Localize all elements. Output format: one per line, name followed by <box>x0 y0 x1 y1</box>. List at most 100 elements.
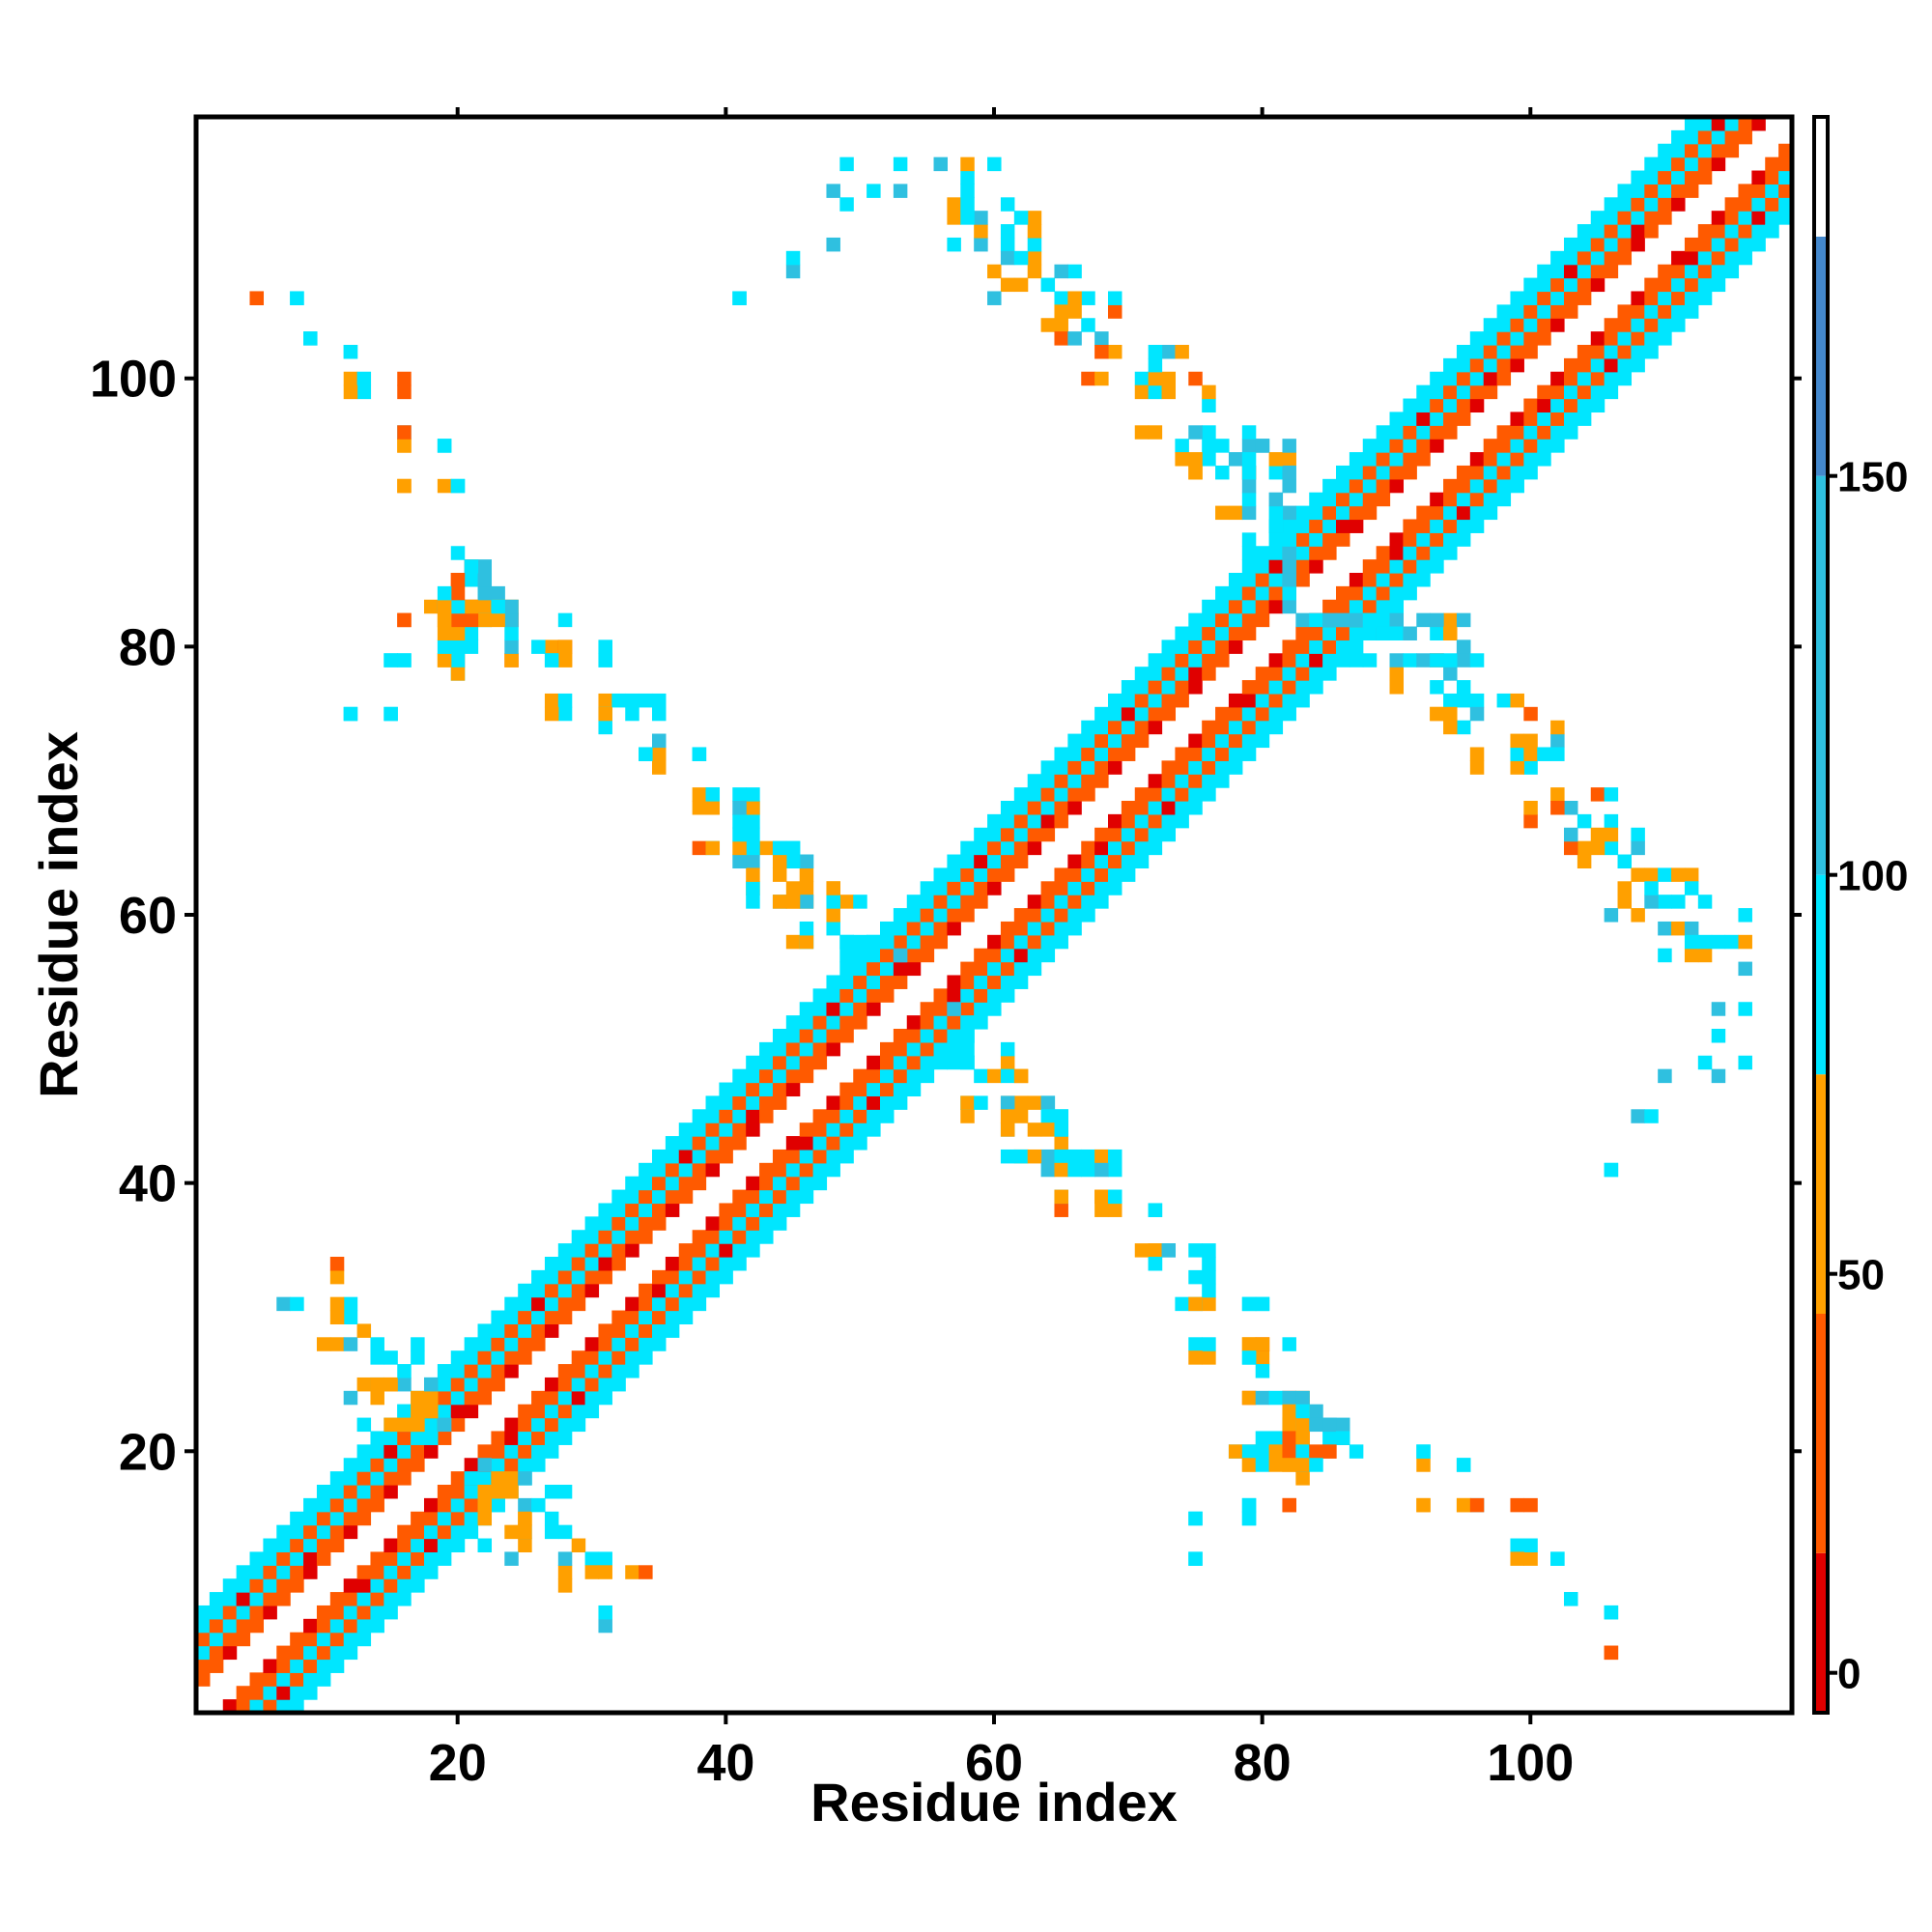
heatmap-cell <box>1148 774 1163 788</box>
heatmap-cell <box>1282 680 1296 695</box>
heatmap-cell <box>974 237 988 252</box>
heatmap-cell <box>1322 653 1337 668</box>
heatmap-cell <box>464 1471 479 1486</box>
heatmap-cell <box>1241 1350 1257 1365</box>
heatmap-cell <box>437 585 452 601</box>
heatmap-cell <box>1644 867 1659 882</box>
heatmap-cell <box>678 1189 694 1205</box>
heatmap-cell <box>504 626 519 641</box>
heatmap-cell <box>920 895 935 909</box>
heatmap-cell <box>1496 693 1512 708</box>
heatmap-cell <box>1067 1149 1082 1164</box>
heatmap-cell <box>236 1605 251 1620</box>
heatmap-cell <box>1215 585 1230 601</box>
heatmap-cell <box>303 1645 318 1661</box>
heatmap-cell <box>356 1323 372 1338</box>
heatmap-cell <box>544 1431 559 1445</box>
heatmap-cell <box>1631 224 1645 239</box>
heatmap-cell <box>1537 425 1551 440</box>
heatmap-cell <box>356 1485 372 1499</box>
heatmap-cell <box>1523 1538 1538 1553</box>
heatmap-cell <box>424 1551 439 1566</box>
heatmap-cell <box>1013 840 1029 856</box>
heatmap-cell <box>611 1257 626 1271</box>
heatmap-cell <box>411 1417 425 1433</box>
heatmap-cell <box>544 1257 559 1271</box>
heatmap-cell <box>1590 840 1605 856</box>
heatmap-cell <box>665 1283 680 1298</box>
heatmap-cell <box>477 1458 493 1472</box>
heatmap-cell <box>1175 452 1189 467</box>
heatmap-cell <box>1322 667 1337 681</box>
heatmap-cell <box>450 1364 466 1378</box>
heatmap-cell <box>450 546 466 560</box>
heatmap-cell <box>678 1176 694 1191</box>
heatmap-cell <box>1456 398 1471 413</box>
heatmap-cell <box>236 1686 251 1700</box>
heatmap-cell <box>812 1015 828 1030</box>
heatmap-cell <box>1537 439 1551 453</box>
heatmap-cell <box>557 1296 573 1312</box>
heatmap-cell <box>1295 1458 1310 1472</box>
heatmap-cell <box>1255 559 1270 574</box>
heatmap-cell <box>1443 706 1458 722</box>
heatmap-cell <box>411 1390 425 1406</box>
heatmap-cell <box>1697 117 1713 131</box>
heatmap-cell <box>491 1497 505 1513</box>
heatmap-cell <box>1336 492 1350 507</box>
heatmap-cell <box>1282 706 1296 722</box>
heatmap-cell <box>450 1511 466 1526</box>
heatmap-cell <box>1711 143 1726 158</box>
colorbar-band <box>1814 1314 1828 1553</box>
heatmap-cell <box>437 599 452 614</box>
heatmap-cell <box>290 1699 304 1714</box>
heatmap-cell <box>1067 908 1082 923</box>
heatmap-cell <box>665 1310 680 1325</box>
heatmap-cell <box>1241 599 1257 614</box>
heatmap-cell <box>504 1364 519 1378</box>
heatmap-cell <box>1765 224 1779 239</box>
heatmap-cell <box>1000 1149 1015 1164</box>
heatmap-cell <box>450 573 466 587</box>
heatmap-cell <box>571 1350 586 1365</box>
heatmap-cell <box>1443 720 1458 735</box>
heatmap-cell <box>974 827 988 842</box>
heatmap-cell <box>1523 425 1538 440</box>
heatmap-cell <box>785 1176 801 1191</box>
heatmap-cell <box>1295 693 1310 708</box>
heatmap-cell <box>853 1002 867 1016</box>
heatmap-cell <box>826 921 840 936</box>
heatmap-cell <box>1724 264 1740 279</box>
heatmap-cell <box>249 1699 265 1714</box>
heatmap-cell <box>839 934 854 950</box>
heatmap-cell <box>544 1390 559 1406</box>
heatmap-cell <box>1202 612 1216 628</box>
heatmap-cell <box>1724 224 1740 239</box>
heatmap-cell <box>639 1283 653 1298</box>
heatmap-cell <box>625 1350 639 1365</box>
x-tick-label: 80 <box>1234 1734 1292 1792</box>
heatmap-cell <box>639 747 653 761</box>
heatmap-cell <box>437 1431 452 1445</box>
heatmap-cell <box>960 1109 975 1123</box>
heatmap-cell <box>785 1189 801 1205</box>
heatmap-cell <box>960 1041 975 1057</box>
heatmap-cell <box>1671 304 1686 319</box>
heatmap-cell <box>1027 774 1042 788</box>
heatmap-cell <box>1537 304 1551 319</box>
heatmap-cell <box>1094 840 1109 856</box>
heatmap-cell <box>384 1592 398 1606</box>
heatmap-cell <box>1550 250 1565 266</box>
heatmap-cell <box>397 384 412 400</box>
heatmap-cell <box>1040 1109 1056 1123</box>
heatmap-cell <box>1550 787 1565 802</box>
heatmap-cell <box>665 1203 680 1217</box>
heatmap-cell <box>867 1002 881 1016</box>
heatmap-cell <box>759 1095 774 1110</box>
heatmap-cell <box>719 1149 733 1164</box>
heatmap-cell <box>531 1431 546 1445</box>
heatmap-cell <box>1268 1458 1284 1472</box>
heatmap-cell <box>1443 693 1458 708</box>
heatmap-cell <box>1738 934 1752 950</box>
heatmap-cell <box>1188 774 1203 788</box>
